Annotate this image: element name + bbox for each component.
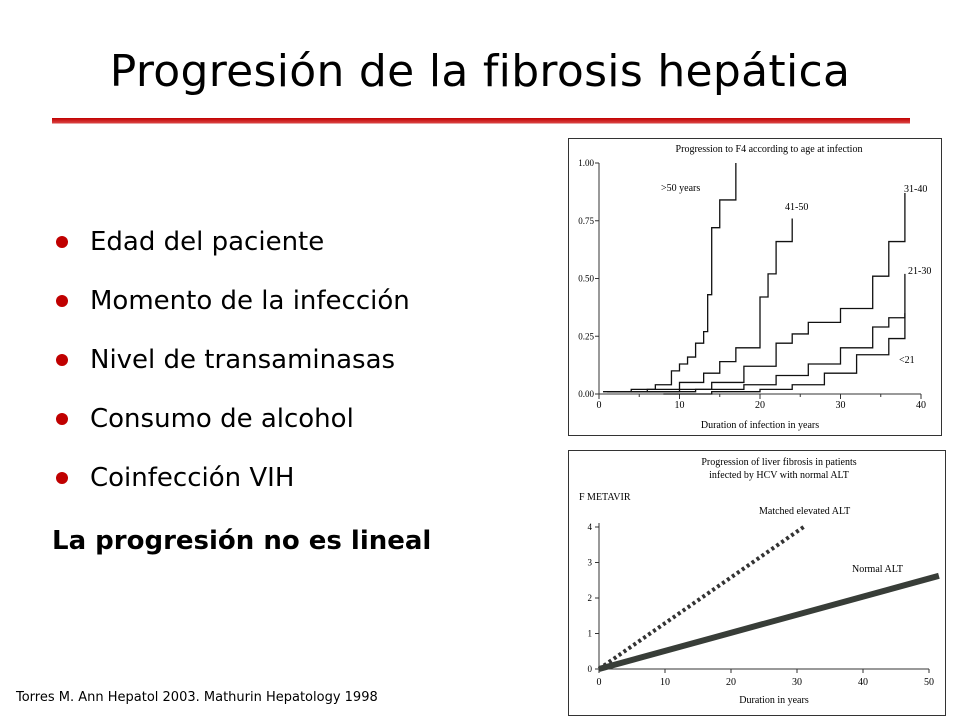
y-tick-label: 0.00 xyxy=(578,389,594,399)
y-tick-label: 0.25 xyxy=(578,331,594,341)
x-tick-label: 0 xyxy=(597,677,602,688)
chart-fibrosis-normal-alt-svg: Progression of liver fibrosis in patient… xyxy=(579,457,940,706)
bullet-item: Nivel de transaminasas xyxy=(52,340,532,399)
x-tick-label: 30 xyxy=(836,400,846,411)
bullet-item: Edad del paciente xyxy=(52,222,532,281)
slide-title: Progresión de la fibrosis hepática xyxy=(109,46,851,97)
y-tick-label: 3 xyxy=(588,558,593,568)
y-tick-label: 0.75 xyxy=(578,216,594,226)
y-tick-label: 0 xyxy=(588,664,593,674)
chart-title-line-1: Progression of liver fibrosis in patient… xyxy=(701,457,856,468)
bullet-text: Consumo de alcohol xyxy=(90,404,354,434)
bullet-text: Coinfección VIH xyxy=(90,463,295,493)
bullet-item: Consumo de alcohol xyxy=(52,399,532,458)
series-line-21-30 xyxy=(647,273,906,393)
series-label-normal-alt: Normal ALT xyxy=(852,564,903,575)
y-tick-label: 1 xyxy=(588,629,593,639)
series-line-50-years xyxy=(603,163,737,393)
x-tick-label: 30 xyxy=(792,677,802,688)
chart-title: Progression to F4 according to age at in… xyxy=(676,144,863,155)
series-label-41-50: 41-50 xyxy=(785,202,808,213)
y-tick-label: 1.00 xyxy=(578,158,594,168)
bullet-dot-icon xyxy=(56,413,68,425)
x-tick-label: 50 xyxy=(924,677,934,688)
chart-fibrosis-normal-alt: Progression of liver fibrosis in patient… xyxy=(568,450,946,716)
key-message: La progresión no es lineal xyxy=(52,526,432,556)
title-underline xyxy=(52,118,910,124)
x-tick-label: 20 xyxy=(726,677,736,688)
x-axis-label: Duration of infection in years xyxy=(701,420,819,431)
chart-progression-f4: Progression to F4 according to age at in… xyxy=(568,138,942,436)
series-line-normal-alt xyxy=(598,572,940,672)
bullet-list: Edad del paciente Momento de la infecció… xyxy=(52,222,532,517)
y-tick-label: 2 xyxy=(588,593,593,603)
bullet-dot-icon xyxy=(56,236,68,248)
series-line-31-40 xyxy=(631,193,906,393)
series-label-50-years: >50 years xyxy=(661,183,700,194)
source-citation: Torres M. Ann Hepatol 2003. Mathurin Hep… xyxy=(16,690,378,705)
bullet-item: Coinfección VIH xyxy=(52,458,532,517)
chart-progression-f4-svg: Progression to F4 according to age at in… xyxy=(578,144,931,431)
bullet-dot-icon xyxy=(56,295,68,307)
series-line-21 xyxy=(663,313,906,395)
y-axis-label: F METAVIR xyxy=(579,492,631,503)
bullet-text: Nivel de transaminasas xyxy=(90,345,396,375)
bullet-text: Momento de la infección xyxy=(90,286,410,316)
series-label-21: <21 xyxy=(899,355,915,366)
x-tick-label: 40 xyxy=(858,677,868,688)
y-tick-label: 0.50 xyxy=(578,274,594,284)
y-tick-label: 4 xyxy=(588,522,593,532)
x-tick-label: 0 xyxy=(597,400,602,411)
x-tick-label: 40 xyxy=(916,400,926,411)
bullet-text: Edad del paciente xyxy=(90,227,325,257)
bullet-dot-icon xyxy=(56,354,68,366)
series-line-matched-elevated-alt xyxy=(597,525,805,671)
bullet-item: Momento de la infección xyxy=(52,281,532,340)
series-label-21-30: 21-30 xyxy=(908,266,931,277)
x-tick-label: 10 xyxy=(660,677,670,688)
x-tick-label: 10 xyxy=(675,400,685,411)
series-label-matched-elevated-alt: Matched elevated ALT xyxy=(759,506,850,517)
x-tick-label: 20 xyxy=(755,400,765,411)
x-axis-label: Duration in years xyxy=(739,695,809,706)
chart-title-line-2: infected by HCV with normal ALT xyxy=(709,470,849,481)
bullet-dot-icon xyxy=(56,472,68,484)
series-label-31-40: 31-40 xyxy=(904,184,927,195)
